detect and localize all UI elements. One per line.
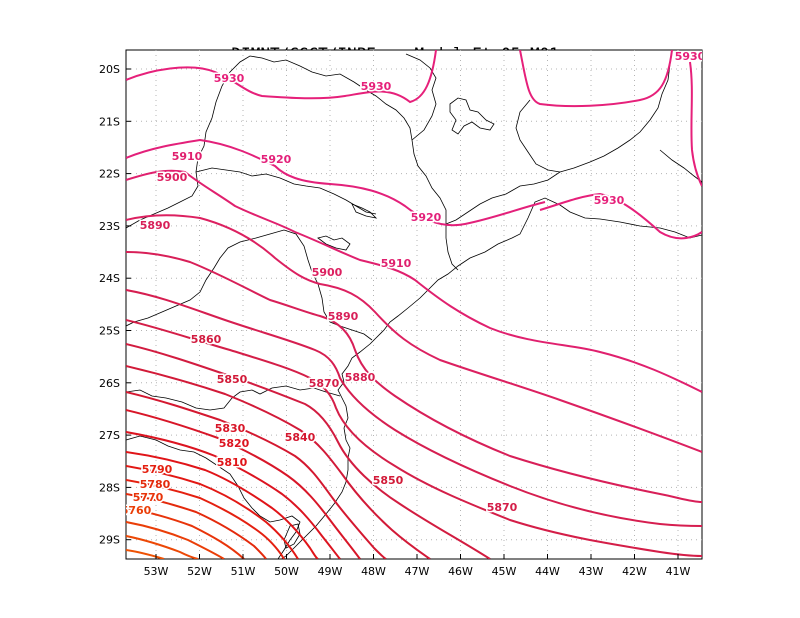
contour-5830 [126,409,361,559]
contour-5930 [519,50,673,108]
contour-label-5850: 5850 [217,373,248,386]
contour-5900 [126,214,702,453]
lat-tick-label: 23S [99,220,120,233]
state-border [126,385,341,411]
contour-label-5900: 5900 [312,266,343,279]
lon-tick-label: 48W [361,565,386,578]
contour-label-5760: 5760 [121,504,152,517]
contour-label-5840: 5840 [285,431,316,444]
reservoir [449,97,495,135]
contour-5930 [689,61,702,187]
lon-tick-label: 53W [144,565,169,578]
lon-tick-label: 44W [535,565,560,578]
lat-tick-label: 20S [99,63,120,76]
lon-tick-label: 47W [405,565,430,578]
contour-5820 [126,431,341,559]
contour-label-5830: 5830 [215,422,246,435]
contour-5920 [126,138,546,227]
lon-tick-label: 51W [231,565,256,578]
contour-5880 [126,289,702,527]
contour-5890 [126,251,702,503]
contour-5750 [126,535,199,559]
contour-label-5900: 5900 [157,171,188,184]
lat-tick-label: 26S [99,377,120,390]
lat-tick-label: 21S [99,115,120,128]
contour-label-5930: 5930 [675,50,706,63]
reservoir [317,235,351,251]
contour-label-5930: 5930 [594,194,625,207]
lat-tick-label: 29S [99,534,120,547]
lon-tick-label: 45W [492,565,517,578]
contour-label-5890: 5890 [328,310,359,323]
contour-5810 [126,451,319,559]
lon-tick-label: 43W [579,565,604,578]
contour-5930 [539,192,702,240]
contour-5850 [126,365,431,559]
contour-5760 [126,521,225,559]
plot-area [125,49,703,560]
lat-tick-label: 25S [99,325,120,338]
lat-tick-label: 27S [99,429,120,442]
contour-label-5930: 5930 [214,72,245,85]
contour-label-5770: 5770 [133,491,164,504]
contour-label-5910: 5910 [381,257,412,270]
state-border [445,50,673,225]
geopotential-contours [126,50,702,559]
contour-5790 [126,479,285,559]
contour-label-5860: 5860 [191,333,222,346]
contour-5780 [126,493,267,559]
contour-label-5790: 5790 [142,463,173,476]
lon-tick-label: 42W [622,565,647,578]
lon-tick-label: 46W [448,565,473,578]
contour-5770 [126,507,245,559]
contour-label-5930: 5930 [361,80,392,93]
contour-labels: 5930 5930 5930 5930 5920 5920 5910 5910 5900 5900… [121,50,706,519]
contour-5930 [126,50,437,104]
longitude-ticks: 53W 52W 51W 50W 49W 48W 47W 46W 45W 44W 43W 42W 41W [144,554,691,578]
coastline [280,197,702,559]
contour-label-5820: 5820 [219,437,250,450]
state-border [515,99,561,173]
contour-5800 [126,465,299,559]
contour-5740 [126,549,165,559]
state-border [126,435,301,559]
contour-5870 [126,319,702,557]
contour-label-5870: 5870 [309,377,340,390]
contour-label-5880: 5880 [345,371,376,384]
lon-tick-label: 41W [666,565,691,578]
contour-label-5910: 5910 [172,150,203,163]
state-border [659,149,702,183]
contour-label-5870: 5870 [487,501,518,514]
contour-5910 [126,169,702,393]
lon-tick-label: 52W [187,565,212,578]
reservoir [351,203,378,219]
contour-5840 [126,391,387,559]
state-border [405,53,437,141]
lat-lon-grid [126,50,702,559]
lat-tick-label: 28S [99,481,120,494]
lat-tick-label: 24S [99,272,120,285]
lon-tick-label: 50W [274,565,299,578]
contour-label-5810: 5810 [217,456,248,469]
lat-tick-label: 22S [99,168,120,181]
contour-5860 [126,343,491,559]
contour-label-5890: 5890 [140,219,171,232]
contour-label-5780: 5780 [140,478,171,491]
contour-label-5850: 5850 [373,474,404,487]
contour-label-5920: 5920 [411,211,442,224]
latitude-ticks: 20S 21S 22S 23S 24S 25S 26S 27S 28S 29S [99,63,131,547]
lon-tick-label: 49W [318,565,343,578]
contour-label-5920: 5920 [261,153,292,166]
